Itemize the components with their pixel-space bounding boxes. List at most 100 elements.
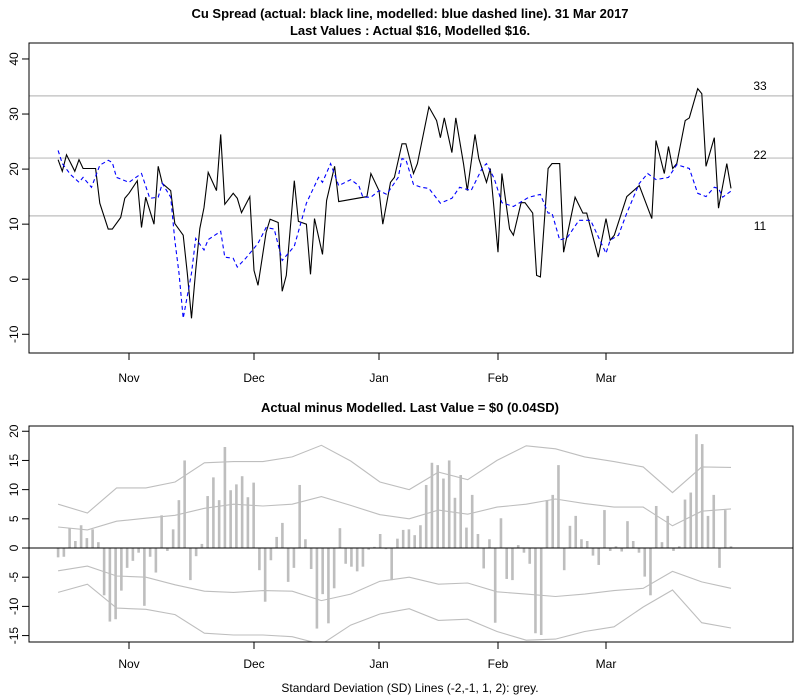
bottom-y-axis: -15 -10 -5 0 5 10 15 20: [7, 424, 29, 644]
difference-bar: [384, 548, 388, 550]
sd-line: [58, 565, 732, 602]
difference-bar: [361, 548, 365, 567]
difference-bar: [401, 529, 405, 549]
difference-bar: [125, 548, 129, 568]
difference-bar: [729, 546, 733, 549]
difference-bar: [482, 548, 485, 569]
top-x-axis: Nov Dec Jan Feb Mar: [118, 353, 616, 385]
difference-bar: [378, 534, 382, 549]
reference-line-label: 11: [754, 219, 767, 233]
difference-bar: [695, 434, 698, 549]
difference-bar: [419, 525, 422, 549]
difference-bar: [321, 548, 324, 595]
reference-lines: [29, 95, 793, 217]
difference-bar: [574, 515, 578, 549]
difference-bar: [654, 505, 658, 549]
difference-bar: [194, 548, 198, 557]
difference-bar: [511, 548, 514, 581]
y-tick-label: 20: [7, 162, 21, 176]
x-tick-label: Mar: [596, 657, 617, 671]
difference-bar: [643, 548, 647, 577]
difference-bar: [626, 521, 629, 549]
sd-lines-caption: Standard Deviation (SD) Lines (-2,-1, 1,…: [281, 681, 538, 695]
difference-bar: [171, 529, 175, 549]
difference-bar: [470, 494, 474, 549]
difference-bar: [79, 525, 83, 549]
x-tick-label: Mar: [596, 371, 617, 385]
y-tick-label: -10: [7, 325, 21, 343]
difference-bar: [269, 548, 273, 561]
reference-line-label: 22: [753, 148, 767, 162]
x-tick-label: Nov: [118, 657, 139, 671]
difference-bar: [700, 444, 704, 549]
difference-bar: [677, 546, 681, 549]
y-tick-label: 0: [7, 276, 21, 283]
difference-bar: [355, 548, 359, 572]
y-tick-label: 5: [7, 515, 21, 522]
difference-bar: [327, 548, 330, 624]
difference-bar: [430, 462, 434, 549]
bottom-x-axis: Nov Dec Jan Feb Mar: [118, 642, 616, 671]
difference-bar: [338, 528, 342, 549]
difference-bar: [74, 541, 77, 549]
difference-bar: [390, 548, 393, 581]
x-tick-label: Dec: [243, 371, 264, 385]
difference-bar: [91, 529, 94, 549]
top-chart-title: Cu Spread (actual: black line, modelled:…: [191, 6, 628, 21]
x-tick-label: Jan: [369, 657, 388, 671]
difference-bar: [534, 548, 537, 634]
difference-bar: [528, 548, 532, 564]
difference-bar: [689, 492, 693, 549]
difference-bar: [585, 541, 589, 549]
difference-bar: [488, 539, 491, 549]
difference-bar: [85, 538, 89, 549]
difference-bar: [597, 548, 601, 565]
difference-bar: [166, 548, 169, 551]
difference-bar: [723, 510, 727, 549]
top-plot-frame: [28, 42, 794, 354]
difference-bar: [660, 542, 664, 549]
difference-bar: [539, 548, 543, 635]
difference-bar: [557, 465, 560, 549]
y-tick-label: -15: [7, 627, 21, 645]
actual-series-line: [57, 87, 732, 319]
y-tick-label: 20: [7, 424, 21, 438]
difference-bar: [672, 548, 675, 551]
difference-bar: [493, 548, 497, 623]
sd-lines: [57, 444, 732, 642]
difference-bar: [499, 518, 503, 549]
difference-bar: [620, 548, 624, 552]
y-tick-label: -10: [7, 597, 21, 615]
difference-bar: [160, 515, 163, 549]
difference-bar: [309, 548, 313, 570]
difference-bar: [465, 527, 468, 549]
difference-bar: [131, 548, 135, 561]
x-tick-label: Jan: [369, 371, 388, 385]
x-tick-label: Nov: [118, 371, 139, 385]
difference-bar: [275, 536, 278, 549]
y-tick-label: -5: [7, 572, 21, 583]
difference-bar: [114, 548, 117, 620]
difference-bar: [332, 548, 336, 589]
y-tick-label: 30: [7, 107, 21, 121]
y-tick-label: 10: [7, 217, 21, 231]
x-tick-label: Dec: [243, 657, 264, 671]
difference-bar: [304, 539, 307, 549]
difference-bar: [263, 548, 267, 602]
difference-bar: [212, 477, 215, 549]
y-tick-label: 40: [7, 52, 21, 66]
difference-bar: [189, 548, 192, 581]
bottom-plot-frame: [28, 425, 794, 643]
difference-bar: [424, 484, 428, 549]
difference-bar: [476, 534, 480, 549]
difference-bar: [200, 543, 204, 549]
difference-bar: [102, 548, 106, 596]
difference-bar: [608, 548, 612, 551]
difference-bar: [373, 546, 376, 549]
difference-bar: [217, 500, 221, 549]
y-tick-label: 15: [7, 453, 21, 467]
x-tick-label: Feb: [488, 371, 509, 385]
difference-bar: [516, 545, 520, 549]
difference-bar: [545, 500, 549, 549]
